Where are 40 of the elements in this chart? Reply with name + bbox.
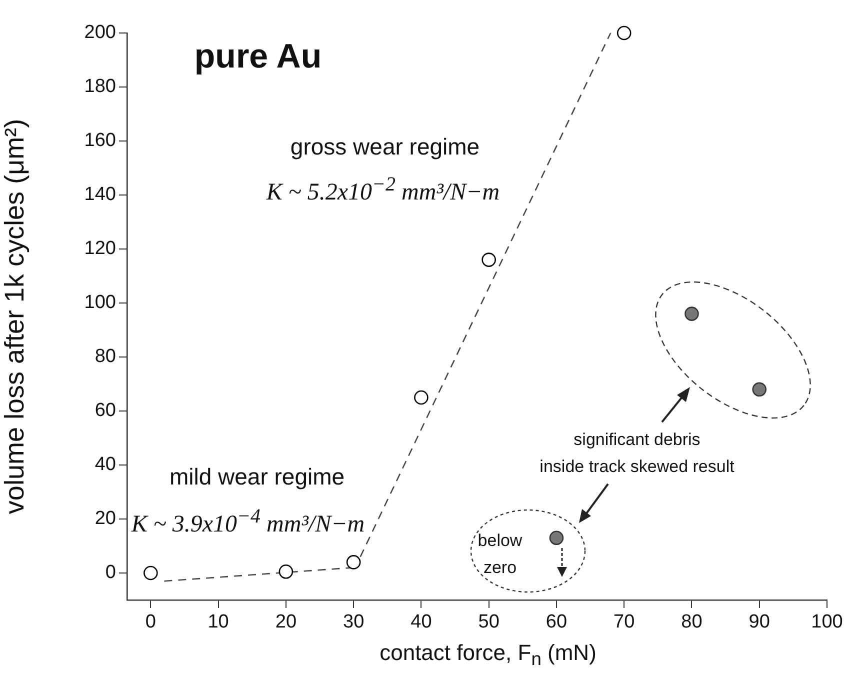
point — [549, 530, 564, 546]
y-tick-label: 160 — [84, 130, 116, 152]
x-tick-label: 20 — [275, 612, 297, 633]
x-tick-label: 50 — [478, 612, 500, 633]
point — [684, 306, 699, 321]
chart-title: pure Au — [194, 38, 322, 76]
point — [616, 26, 632, 40]
x-axis-title: contact force, F$_{n}$ (mN) — [380, 640, 596, 670]
x-tick-label: 0 — [145, 612, 156, 633]
point — [278, 564, 294, 579]
annotation: gross wear regime — [290, 134, 480, 160]
annotation: K ~ 3.9x10$^{−4}$ mm³/N−m — [131, 506, 365, 538]
annotation: K ~ 5.2x10$^{−2}$ mm³/N−m — [266, 174, 500, 206]
y-tick-label: 180 — [84, 76, 116, 98]
x-tick-label: 70 — [614, 612, 635, 633]
y-tick-label: 200 — [84, 22, 116, 44]
point — [144, 566, 158, 580]
x-tick-label: 40 — [410, 612, 432, 633]
point — [414, 390, 428, 405]
annotation: significant debris inside track skewed result — [540, 429, 734, 478]
point — [346, 555, 361, 570]
x-tick-label: 100 — [811, 612, 843, 633]
point — [752, 382, 767, 397]
y-tick-label: 120 — [84, 238, 116, 260]
x-tick-label: 90 — [748, 612, 770, 633]
annotation: mild wear regime — [169, 464, 345, 490]
x-tick-label: 80 — [681, 612, 702, 633]
x-tick-label: 60 — [546, 612, 568, 633]
x-tick-label: 10 — [208, 612, 229, 633]
x-tick-label: 30 — [343, 612, 364, 633]
y-tick-label: 140 — [84, 184, 116, 206]
y-tick-label: 20 — [94, 508, 116, 530]
y-tick-label: 100 — [84, 292, 116, 314]
point — [482, 252, 496, 267]
y-tick-label: 40 — [94, 454, 116, 476]
annotation: below zero — [478, 530, 522, 579]
y-tick-label: 80 — [94, 346, 116, 368]
y-axis-title: volume loss after 1k cycles (μm²) — [0, 118, 30, 514]
y-tick-label: 0 — [105, 562, 116, 584]
y-tick-label: 60 — [94, 400, 116, 422]
